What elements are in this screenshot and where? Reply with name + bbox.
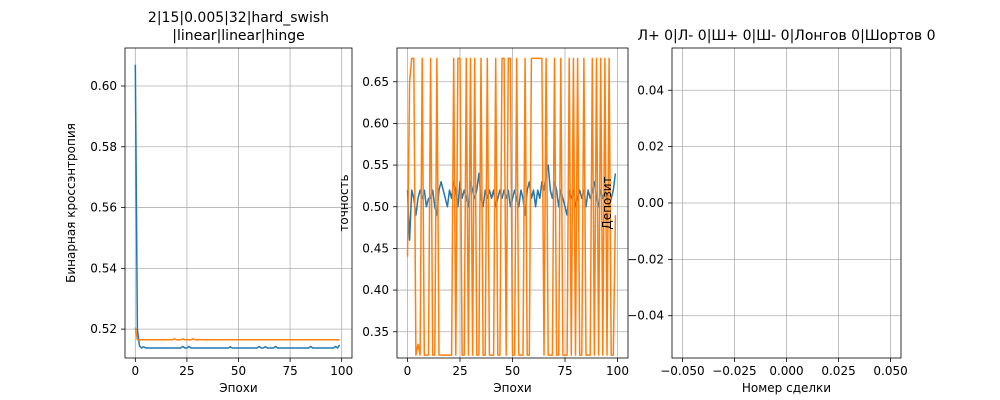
y-tick-label: 0.00 xyxy=(637,196,664,210)
y-tick-label: 0.54 xyxy=(90,261,117,275)
series-line-2 xyxy=(134,327,340,341)
chart-title-line: 2|15|0.005|32|hard_swish xyxy=(148,10,329,26)
y-tick-label: 0.52 xyxy=(90,322,117,336)
y-tick-label: −0.04 xyxy=(627,309,664,323)
x-tick-label: 100 xyxy=(330,364,353,378)
chart-panel-2: 0 25 50 75 100 0.35 0.40 0.45 0.50 0.55 0.60 0.65 Эп… xyxy=(337,47,629,395)
y-tick-label: 0.35 xyxy=(362,325,389,339)
x-tick-label: 75 xyxy=(557,364,572,378)
chart-title-line: Л+ 0|Л- 0|Ш+ 0|Ш- 0|Лонгов 0|Шортов 0 xyxy=(637,28,935,44)
chart-title-line: |linear|linear|hinge xyxy=(172,28,305,44)
x-tick-label: 75 xyxy=(282,364,297,378)
series-line-2 xyxy=(406,57,617,356)
x-tick-label: 50 xyxy=(505,364,520,378)
x-tick-label: 25 xyxy=(452,364,467,378)
x-tick-label: −0.025 xyxy=(712,364,756,378)
y-tick-label: 0.55 xyxy=(362,158,389,172)
chart-panel-1: 0 25 50 75 100 0.52 0.54 0.56 0.58 0.60 Эпохи Бинар… xyxy=(64,10,353,395)
x-tick-label: 100 xyxy=(606,364,629,378)
x-tick-label: 0.025 xyxy=(821,364,855,378)
series-line-1 xyxy=(134,64,341,349)
y-axis-label: Депозит xyxy=(600,176,614,229)
y-tick-label: 0.60 xyxy=(90,79,117,93)
y-tick-label: 0.58 xyxy=(90,140,117,154)
x-tick-label: 0.050 xyxy=(873,364,907,378)
y-tick-label: 0.65 xyxy=(362,75,389,89)
x-axis-label: Номер сделки xyxy=(742,381,831,395)
y-axis-label: Бинарная кроссэнтропия xyxy=(64,123,78,283)
y-tick-label: 0.45 xyxy=(362,241,389,255)
x-tick-label: 50 xyxy=(231,364,246,378)
y-tick-label: 0.04 xyxy=(637,83,664,97)
x-tick-label: 25 xyxy=(179,364,194,378)
x-axis-label: Эпохи xyxy=(493,381,531,395)
y-tick-label: −0.02 xyxy=(627,252,664,266)
y-tick-label: 0.60 xyxy=(362,116,389,130)
chart-panel-3: −0.050 −0.025 0.000 0.025 0.050 −0.04 −0.02 0.0… xyxy=(600,28,936,395)
x-tick-label: 0 xyxy=(131,364,139,378)
y-tick-label: 0.50 xyxy=(362,200,389,214)
y-tick-label: 0.40 xyxy=(362,283,389,297)
x-tick-label: 0.000 xyxy=(769,364,803,378)
x-axis-label: Эпохи xyxy=(219,381,257,395)
y-tick-label: 0.56 xyxy=(90,201,117,215)
y-tick-label: 0.02 xyxy=(637,140,664,154)
x-tick-label: −0.050 xyxy=(660,364,704,378)
y-axis-label: точность xyxy=(337,174,351,231)
x-tick-label: 0 xyxy=(404,364,412,378)
